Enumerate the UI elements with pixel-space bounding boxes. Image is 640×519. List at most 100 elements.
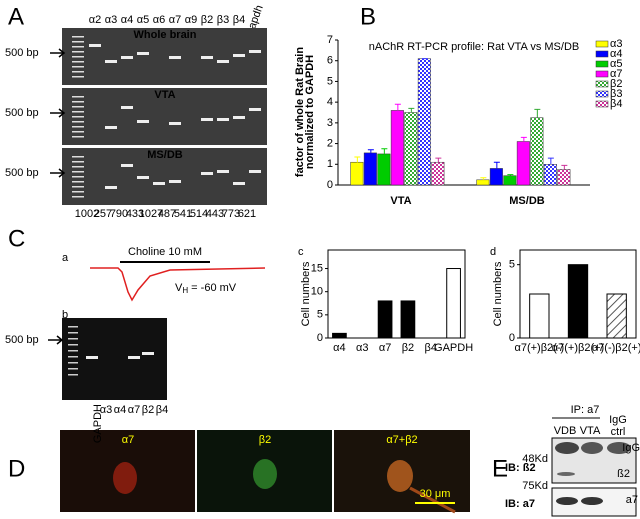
ladder-band: [68, 332, 78, 334]
lane-label: α9: [185, 14, 197, 26]
ip-label: IP: a7: [571, 404, 600, 416]
gel: [62, 318, 167, 400]
gel-band: [217, 170, 229, 173]
mw-label: 48Kd: [522, 453, 548, 465]
lane-label: β2: [201, 14, 213, 26]
legend-label: β3: [610, 88, 622, 100]
gel-band: [249, 50, 261, 53]
bar: [529, 293, 550, 339]
image-label: β2: [259, 434, 271, 446]
y-tick-label: 7: [327, 34, 333, 46]
gel-band: [137, 176, 149, 179]
lane-label: α5: [137, 14, 149, 26]
ladder-band: [72, 41, 84, 43]
ladder-band: [72, 186, 84, 188]
ladder-band: [72, 96, 84, 98]
bar: [446, 268, 461, 339]
section-label: VTA: [154, 89, 175, 101]
bar: [377, 153, 391, 186]
ladder-band: [68, 344, 78, 346]
x-tick-label: VTA: [390, 195, 411, 207]
x-tick-label: MS/DB: [509, 195, 545, 207]
ladder-band: [72, 171, 84, 173]
ladder-band: [72, 66, 84, 68]
marker-arrow: [50, 168, 66, 178]
panel-letter: C: [8, 225, 25, 252]
ladder-band: [72, 166, 84, 168]
gel-band: [105, 126, 117, 129]
legend-swatch: [595, 60, 609, 68]
legend-swatch: [595, 40, 609, 48]
lane-label: ctrl: [611, 426, 626, 438]
scale-label: 30 μm: [420, 488, 451, 500]
size-label: 790: [110, 208, 128, 220]
lane-label: β4: [233, 14, 245, 26]
bar: [530, 117, 544, 186]
error-bar: [367, 149, 374, 153]
ladder-band: [72, 46, 84, 48]
y-tick-label: 10: [311, 286, 323, 298]
x-tick-label: α3: [356, 342, 368, 354]
size-label: 1002: [75, 208, 99, 220]
legend-label: α7: [610, 68, 622, 80]
panel-letter: D: [8, 455, 25, 482]
image-label: α7: [122, 434, 134, 446]
error-bar: [534, 108, 541, 118]
ladder-band: [72, 106, 84, 108]
gel-band: [153, 182, 165, 185]
legend-swatch: [595, 50, 609, 58]
legend-swatch: [595, 80, 609, 88]
gel-band: [105, 186, 117, 189]
bar: [417, 58, 431, 186]
y-tick-label: 15: [311, 262, 323, 274]
lane-label: IgG: [609, 414, 627, 426]
ladder-band: [72, 191, 84, 193]
ladder-band: [72, 76, 84, 78]
lane-label: α3: [100, 404, 112, 416]
gel-band: [121, 106, 133, 109]
gel: [62, 28, 267, 85]
error-bar: [354, 156, 361, 163]
bar: [543, 164, 557, 186]
ladder-band: [72, 101, 84, 103]
ladder-band: [72, 161, 84, 163]
legend-label: α4: [610, 48, 622, 60]
band-label: IgG: [622, 442, 640, 454]
y-tick-label: 5: [509, 259, 515, 271]
x-tick-label: α7: [379, 342, 391, 354]
size-label: 1027: [139, 208, 163, 220]
lane-label: VDB: [554, 425, 577, 437]
marker-label: 500 bp: [5, 107, 39, 119]
bar: [350, 161, 364, 186]
x-tick-label: β2: [402, 342, 414, 354]
size-label: 621: [238, 208, 256, 220]
gel-band: [128, 356, 140, 359]
current-trace: [90, 267, 266, 302]
x-tick-label: α7(+)β2(-): [514, 342, 564, 354]
gel-band: [137, 52, 149, 55]
gel-band: [89, 44, 101, 47]
chart-title: nAChR RT-PCR profile: Rat VTA vs MS/DB: [369, 41, 579, 53]
ladder-band: [68, 368, 78, 370]
error-bar: [381, 148, 388, 154]
gel-band: [201, 172, 213, 175]
x-tick-label: α7(-)β2(+): [592, 342, 640, 354]
marker-label: 500 bp: [5, 334, 39, 346]
error-bar: [394, 103, 401, 111]
marker-label: 500 bp: [5, 167, 39, 179]
ladder-band: [72, 121, 84, 123]
ladder-band: [72, 176, 84, 178]
gel-band: [201, 118, 213, 121]
sub-label: b: [62, 309, 68, 321]
gel-band: [249, 108, 261, 111]
size-label: 433: [126, 208, 144, 220]
x-tick-label: β4: [425, 342, 437, 354]
legend-swatch: [595, 100, 609, 108]
gel-band: [142, 352, 154, 355]
ladder-band: [72, 181, 84, 183]
legend-label: β4: [610, 98, 622, 110]
y-axis-label: factor of whole Rat Brain: [294, 47, 306, 177]
error-bar: [507, 174, 514, 176]
y-tick-label: 3: [327, 117, 333, 129]
